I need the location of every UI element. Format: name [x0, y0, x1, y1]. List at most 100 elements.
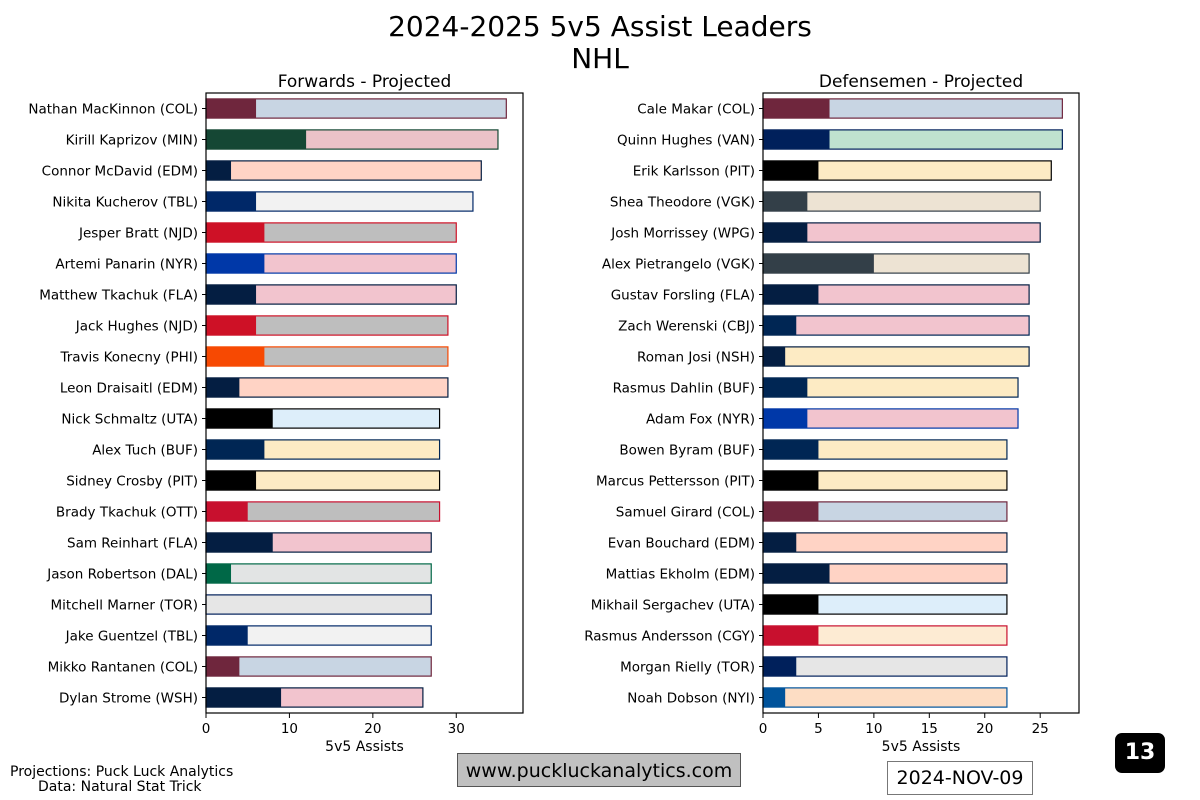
defensemen-bar-current [763, 316, 797, 335]
defensemen-y-tick-label: Rasmus Andersson (CGY) [584, 629, 755, 645]
defensemen-y-tick-label: Cale Makar (COL) [637, 102, 755, 118]
forwards-bar-current [206, 192, 257, 211]
forwards-bar-current [206, 626, 248, 645]
defensemen-y-tick-label: Shea Theodore (VGK) [610, 195, 755, 211]
forwards-bar-current [206, 347, 265, 366]
forwards-bar-current [206, 161, 232, 180]
forwards-y-tick-label: Nick Schmaltz (UTA) [61, 412, 198, 428]
defensemen-bar-projected [762, 315, 1030, 336]
forwards-bar-current [206, 378, 240, 397]
defensemen-x-tick-label: 20 [976, 721, 993, 737]
forwards-bar-current [206, 99, 257, 118]
forwards-bar-projected [205, 563, 432, 584]
forwards-y-tick-label: Kirill Kaprizov (MIN) [66, 133, 198, 149]
forwards-y-tick-label: Dylan Strome (WSH) [59, 691, 198, 707]
defensemen-y-tick-label: Quinn Hughes (VAN) [617, 133, 755, 149]
defensemen-y-tick-label: Evan Bouchard (EDM) [608, 536, 755, 552]
defensemen-bar-current [763, 254, 874, 273]
website-label: www.puckluckanalytics.com [457, 753, 741, 787]
defensemen-x-tick-label: 0 [759, 721, 768, 737]
defensemen-bar-projected [762, 656, 1008, 677]
forwards-x-tick-label: 10 [281, 721, 298, 737]
defensemen-x-tick-label: 15 [921, 721, 938, 737]
defensemen-bar-current [763, 626, 819, 645]
defensemen-panel-title: Defensemen - Projected [819, 72, 1023, 92]
defensemen-bar-current [763, 223, 808, 242]
forwards-y-tick-label: Nikita Kucherov (TBL) [52, 195, 198, 211]
forwards-bar-current [206, 409, 273, 428]
defensemen-bar-current [763, 533, 797, 552]
projections-credit: Projections: Puck Luck Analytics [10, 764, 234, 780]
defensemen-x-tick-label: 25 [1032, 721, 1049, 737]
defensemen-y-tick-label: Bowen Byram (BUF) [619, 443, 755, 459]
defensemen-y-tick-label: Josh Morrissey (WPG) [610, 226, 755, 242]
forwards-x-tick-label: 0 [202, 721, 211, 737]
defensemen-x-tick-label: 10 [865, 721, 882, 737]
forwards-x-axis-label: 5v5 Assists [325, 739, 404, 755]
defensemen-y-tick-label: Noah Dobson (NYI) [627, 691, 755, 707]
forwards-y-tick-label: Brady Tkachuk (OTT) [56, 505, 198, 521]
forwards-y-tick-label: Alex Tuch (BUF) [92, 443, 198, 459]
defensemen-bar-projected [762, 687, 1008, 708]
data-credit: Data: Natural Stat Trick [38, 779, 202, 795]
defensemen-bar-current [763, 161, 819, 180]
defensemen-y-tick-label: Mattias Ekholm (EDM) [606, 567, 755, 583]
forwards-y-tick-label: Artemi Panarin (NYR) [55, 257, 198, 273]
forwards-y-tick-label: Nathan MacKinnon (COL) [28, 102, 198, 118]
defensemen-bar-current [763, 347, 786, 366]
forwards-bar-current [206, 564, 232, 583]
forwards-bar-projected [205, 160, 482, 181]
defensemen-y-tick-label: Gustav Forsling (FLA) [611, 288, 755, 304]
date-label: 2024-NOV-09 [887, 761, 1033, 795]
defensemen-y-tick-label: Morgan Rielly (TOR) [620, 660, 755, 676]
forwards-y-tick-label: Connor McDavid (EDM) [42, 164, 198, 180]
forwards-y-tick-label: Mitchell Marner (TOR) [51, 598, 199, 614]
forwards-y-tick-label: Jason Robertson (DAL) [46, 567, 198, 583]
forwards-y-tick-label: Sidney Crosby (PIT) [66, 474, 198, 490]
defensemen-bar-current [763, 595, 819, 614]
defensemen-bar-current [763, 378, 808, 397]
defensemen-bar-current [763, 130, 830, 149]
forwards-bar-current [206, 223, 265, 242]
forwards-bar-current [206, 254, 265, 273]
forwards-axes-frame [205, 92, 524, 714]
forwards-y-tick-label: Mikko Rantanen (COL) [48, 660, 198, 676]
defensemen-y-tick-label: Mikhail Sergachev (UTA) [591, 598, 755, 614]
forwards-panel-title: Forwards - Projected [278, 72, 452, 92]
forwards-bar-current [206, 533, 273, 552]
defensemen-x-tick-label: 5 [814, 721, 823, 737]
defensemen-y-tick-label: Adam Fox (NYR) [646, 412, 755, 428]
defensemen-axes-frame [762, 92, 1080, 714]
forwards-bar-current [206, 502, 248, 521]
defensemen-y-tick-label: Zach Werenski (CBJ) [618, 319, 755, 335]
forwards-bar-current [206, 657, 240, 676]
forwards-y-tick-label: Matthew Tkachuk (FLA) [39, 288, 198, 304]
forwards-bar-current [206, 316, 257, 335]
defensemen-y-tick-label: Rasmus Dahlin (BUF) [613, 381, 755, 397]
chart-subtitle: NHL [571, 42, 629, 75]
defensemen-bar-projected [762, 346, 1030, 367]
defensemen-bar-current [763, 440, 819, 459]
forwards-x-tick-label: 30 [448, 721, 465, 737]
defensemen-y-tick-label: Roman Josi (NSH) [637, 350, 755, 366]
defensemen-y-tick-label: Alex Pietrangelo (VGK) [602, 257, 755, 273]
forwards-y-tick-label: Sam Reinhart (FLA) [67, 536, 198, 552]
forwards-bar-current [206, 130, 307, 149]
defensemen-bar-current [763, 471, 819, 490]
defensemen-bar-current [763, 99, 830, 118]
forwards-bar-projected [205, 377, 449, 398]
chart-title: 2024-2025 5v5 Assist Leaders [388, 10, 812, 43]
forwards-bar-projected [205, 594, 432, 615]
defensemen-bar-current [763, 409, 808, 428]
forwards-bar-current [206, 440, 265, 459]
forwards-bar-current [206, 688, 282, 707]
defensemen-y-tick-label: Marcus Pettersson (PIT) [596, 474, 755, 490]
forwards-bar-current [206, 285, 257, 304]
forwards-x-tick-label: 20 [364, 721, 381, 737]
defensemen-y-tick-label: Samuel Girard (COL) [616, 505, 755, 521]
forwards-bar-current [206, 471, 257, 490]
defensemen-bar-current [763, 285, 819, 304]
forwards-y-tick-label: Jack Hughes (NJD) [75, 319, 198, 335]
forwards-y-tick-label: Jesper Bratt (NJD) [78, 226, 198, 242]
